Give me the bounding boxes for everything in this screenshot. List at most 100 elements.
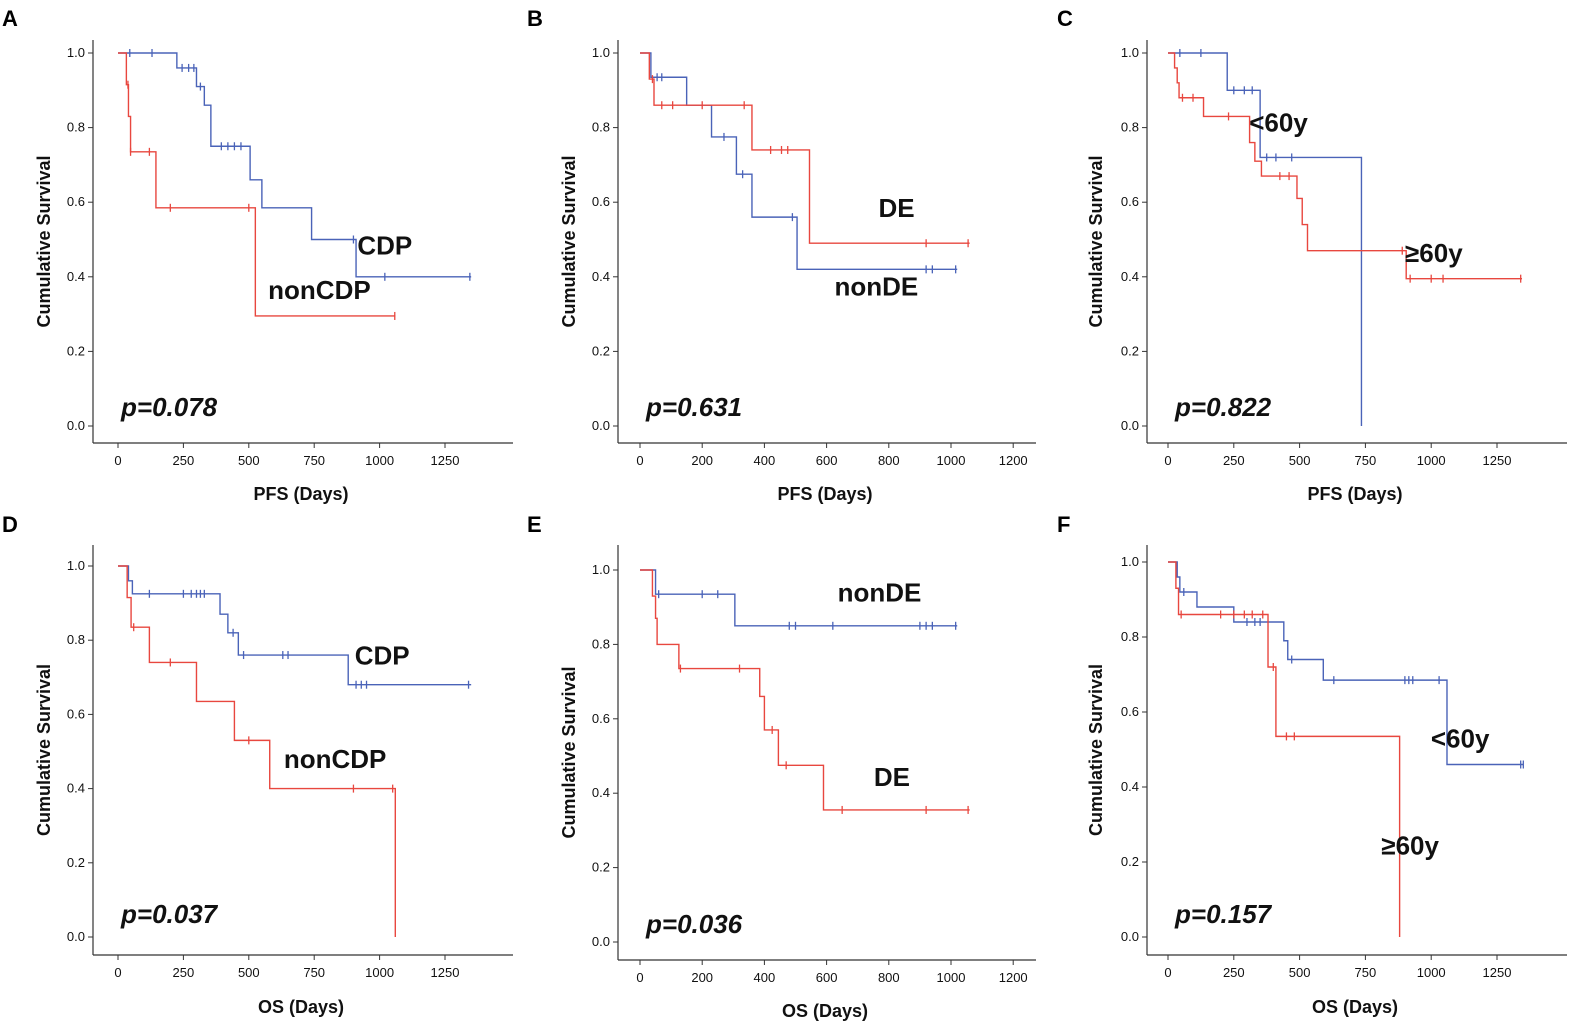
x-tick-label: 1000: [1417, 965, 1446, 980]
x-tick-label: 1000: [937, 970, 966, 985]
y-tick-label: 0.2: [1121, 854, 1139, 869]
curve-label: DE: [879, 193, 915, 223]
y-tick-label: 0.2: [592, 343, 610, 358]
x-tick-label: 1250: [431, 453, 460, 468]
y-tick-label: 1.0: [592, 45, 610, 60]
y-tick-label: 0.8: [1121, 629, 1139, 644]
km-curve-DE: [640, 52, 970, 244]
y-tick-label: 0.6: [1121, 704, 1139, 719]
x-tick-label: 800: [878, 970, 900, 985]
p-value: p=0.036: [645, 909, 743, 939]
y-tick-label: 0.8: [67, 120, 85, 135]
x-tick-label: 400: [754, 453, 776, 468]
km-curve-<60y: [1168, 52, 1363, 426]
x-tick-label: 500: [1289, 965, 1311, 980]
y-tick-label: 0.4: [67, 269, 85, 284]
x-tick-label: 500: [238, 965, 260, 980]
y-axis-title: Cumulative Survival: [559, 155, 579, 327]
y-tick-label: 0.2: [67, 343, 85, 358]
y-axis-title: Cumulative Survival: [559, 666, 579, 838]
x-tick-label: 400: [754, 970, 776, 985]
x-tick-label: 0: [114, 453, 121, 468]
y-tick-label: 0.0: [67, 418, 85, 433]
x-tick-label: 600: [816, 970, 838, 985]
x-tick-label: 200: [691, 970, 713, 985]
curve-label: DE: [874, 762, 910, 792]
y-tick-label: 0.0: [1121, 418, 1139, 433]
y-tick-label: 0.6: [1121, 194, 1139, 209]
curve-label: CDP: [357, 230, 412, 260]
curve-label: nonDE: [838, 578, 922, 608]
y-tick-label: 0.6: [67, 194, 85, 209]
curve-label: CDP: [355, 640, 410, 670]
curve-label: nonDE: [834, 271, 918, 301]
y-tick-label: 0.2: [1121, 343, 1139, 358]
x-tick-label: 1200: [999, 970, 1028, 985]
x-axis-title: PFS (Days): [253, 484, 348, 504]
y-tick-label: 0.0: [592, 934, 610, 949]
x-tick-label: 500: [238, 453, 260, 468]
x-tick-label: 600: [816, 453, 838, 468]
panel-D: D 0.0 0.2 0.4 0.6 0.8 1.0 0 250 500 750 1000 1250 OS …: [2, 512, 513, 1017]
x-tick-label: 750: [303, 453, 325, 468]
panel-F: F 0.0 0.2 0.4 0.6 0.8 1.0 0 250 500 750 1000 1250 OS …: [1057, 512, 1567, 1017]
x-tick-label: 0: [636, 453, 643, 468]
y-axis-title: Cumulative Survival: [1086, 155, 1106, 327]
x-axis-title: PFS (Days): [777, 484, 872, 504]
y-axis-title: Cumulative Survival: [1086, 664, 1106, 836]
x-axis-title: OS (Days): [1312, 997, 1398, 1017]
panel-letter: C: [1057, 6, 1073, 31]
y-tick-label: 1.0: [1121, 554, 1139, 569]
y-tick-label: 0.4: [592, 785, 610, 800]
curve-label: nonCDP: [268, 275, 371, 305]
x-tick-label: 250: [173, 453, 195, 468]
p-value: p=0.037: [120, 899, 219, 929]
p-value: p=0.157: [1174, 899, 1273, 929]
y-tick-label: 0.6: [67, 706, 85, 721]
curve-label: nonCDP: [284, 744, 387, 774]
panel-letter: F: [1057, 512, 1070, 537]
y-tick-label: 0.6: [592, 711, 610, 726]
x-tick-label: 200: [691, 453, 713, 468]
km-curve-CDP: [118, 565, 472, 686]
y-tick-label: 1.0: [67, 558, 85, 573]
x-tick-label: 0: [1164, 965, 1171, 980]
x-tick-label: 800: [878, 453, 900, 468]
panel-letter: E: [527, 512, 542, 537]
y-tick-label: 0.8: [592, 636, 610, 651]
x-tick-label: 750: [303, 965, 325, 980]
p-value: p=0.631: [645, 392, 742, 422]
x-tick-label: 1000: [937, 453, 966, 468]
x-tick-label: 1250: [431, 965, 460, 980]
y-tick-label: 1.0: [67, 45, 85, 60]
x-tick-label: 1250: [1483, 453, 1512, 468]
y-tick-label: 0.2: [67, 855, 85, 870]
panel-letter: D: [2, 512, 18, 537]
y-tick-label: 0.4: [1121, 269, 1139, 284]
x-axis-title: OS (Days): [782, 1001, 868, 1021]
panel-C: C 0.0 0.2 0.4 0.6 0.8 1.0 0 250 500 750 1000 1250 PFS…: [1057, 6, 1567, 504]
x-tick-label: 1000: [1417, 453, 1446, 468]
x-tick-label: 0: [636, 970, 643, 985]
y-tick-label: 0.4: [1121, 779, 1139, 794]
curve-label: ≥60y: [1405, 238, 1463, 268]
km-curve-nonDE: [640, 52, 958, 271]
y-tick-label: 0.0: [1121, 929, 1139, 944]
km-curve-<60y: [1168, 561, 1524, 766]
x-tick-label: 1200: [999, 453, 1028, 468]
y-tick-label: 0.2: [592, 860, 610, 875]
km-curve-nonCDP: [118, 565, 396, 937]
y-axis-title: Cumulative Survival: [34, 664, 54, 836]
x-tick-label: 1000: [365, 453, 394, 468]
x-tick-label: 750: [1355, 453, 1377, 468]
y-tick-label: 0.4: [67, 781, 85, 796]
panel-letter: A: [2, 6, 18, 31]
x-tick-label: 0: [1164, 453, 1171, 468]
curve-label: <60y: [1249, 107, 1308, 137]
x-tick-label: 500: [1289, 453, 1311, 468]
x-tick-label: 750: [1355, 965, 1377, 980]
panel-letter: B: [527, 6, 543, 31]
y-tick-label: 0.8: [592, 120, 610, 135]
km-curve-CDP: [118, 52, 472, 278]
